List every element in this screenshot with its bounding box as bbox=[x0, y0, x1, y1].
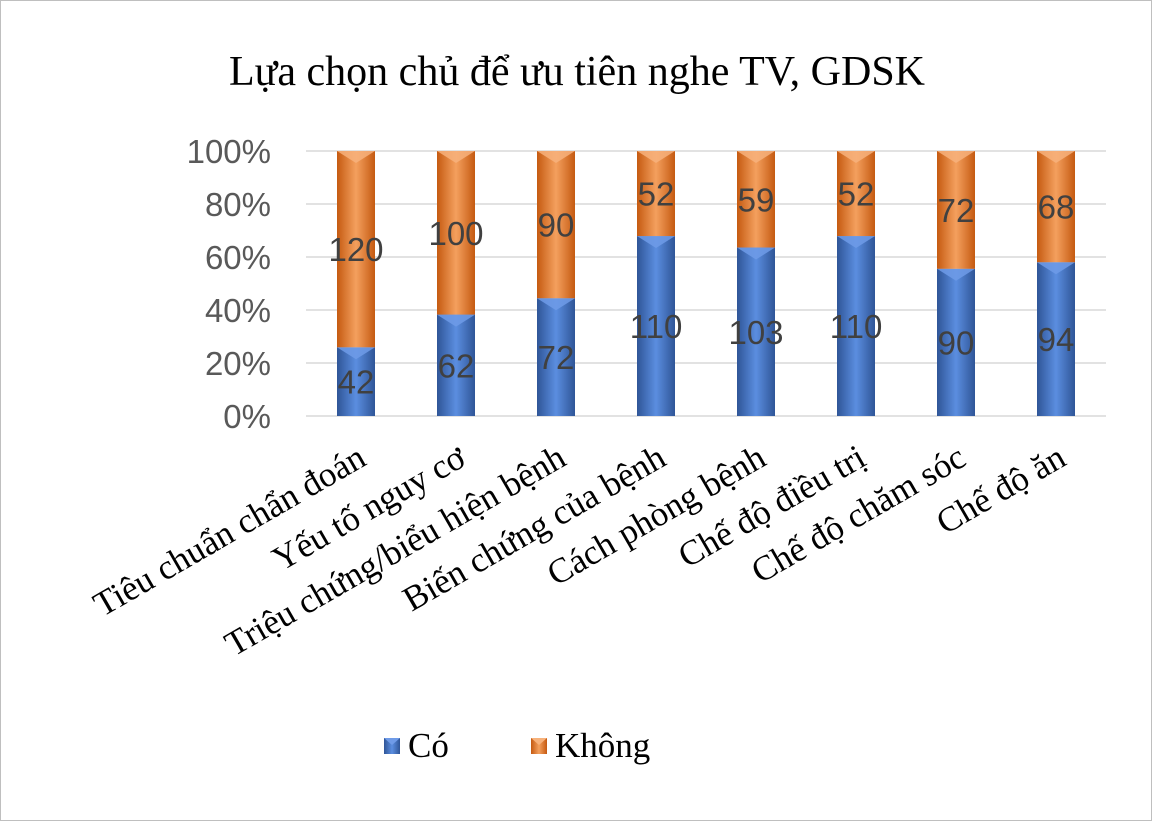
bar-segment bbox=[837, 236, 875, 416]
legend-label: Có bbox=[408, 726, 449, 765]
bar-segment bbox=[637, 236, 675, 416]
data-label: 52 bbox=[838, 176, 875, 213]
y-tick-label: 100% bbox=[187, 133, 271, 170]
y-tick-label: 80% bbox=[205, 186, 271, 223]
bar-bevel bbox=[837, 236, 875, 249]
gridlines bbox=[306, 150, 1106, 417]
bar-bevel bbox=[937, 151, 975, 163]
bar-segment bbox=[937, 268, 975, 416]
y-tick-label: 20% bbox=[205, 345, 271, 382]
bar-bevel bbox=[737, 151, 775, 163]
bar-bevel bbox=[637, 151, 675, 163]
bar-bevel bbox=[437, 151, 475, 163]
bar-bevel bbox=[1037, 151, 1075, 163]
legend-label: Không bbox=[555, 726, 650, 765]
bar-segment bbox=[737, 151, 775, 248]
data-label: 90 bbox=[938, 324, 975, 361]
data-label: 72 bbox=[938, 192, 975, 229]
chart-title: Lựa chọn chủ để ưu tiên nghe TV, GDSK bbox=[229, 49, 925, 95]
bar-segment bbox=[537, 298, 575, 416]
data-label: 42 bbox=[338, 364, 375, 401]
bar-segment bbox=[837, 151, 875, 237]
y-tick-label: 0% bbox=[223, 398, 271, 435]
bar-bevel bbox=[837, 151, 875, 163]
y-tick-label: 40% bbox=[205, 292, 271, 329]
bar-segment bbox=[1037, 262, 1075, 416]
bar-segment bbox=[437, 151, 475, 315]
legend: Có Không bbox=[384, 726, 650, 765]
data-label: 110 bbox=[830, 308, 883, 345]
bar-segment bbox=[1037, 151, 1075, 263]
legend-swatch bbox=[531, 738, 547, 754]
legend-swatch-bevel bbox=[531, 738, 547, 745]
data-label: 110 bbox=[630, 308, 683, 345]
bars bbox=[337, 151, 1075, 416]
data-label: 103 bbox=[728, 314, 783, 351]
data-label: 90 bbox=[538, 207, 575, 244]
bar-segment bbox=[437, 314, 475, 416]
bar-bevel bbox=[337, 151, 375, 163]
bar-bevel bbox=[937, 268, 975, 281]
data-label: 59 bbox=[738, 181, 775, 218]
bar-segment bbox=[537, 151, 575, 299]
bar-bevel bbox=[537, 151, 575, 163]
y-tick-label: 60% bbox=[205, 239, 271, 276]
bar-segment bbox=[637, 151, 675, 237]
legend-swatch-bevel bbox=[384, 738, 400, 745]
data-label: 120 bbox=[328, 231, 383, 268]
bar-segment bbox=[737, 247, 775, 416]
bar-bevel bbox=[1037, 262, 1075, 275]
bar-bevel bbox=[337, 347, 375, 360]
bar-bevel bbox=[437, 314, 475, 327]
bar-bevel bbox=[537, 298, 575, 311]
bar-segment bbox=[937, 151, 975, 269]
data-label: 100 bbox=[428, 215, 483, 252]
bar-bevel bbox=[637, 236, 675, 249]
y-axis-ticks: 0% 20% 40% 60% 80% 100% bbox=[187, 133, 271, 435]
data-label: 62 bbox=[438, 347, 475, 384]
legend-swatch bbox=[384, 738, 400, 754]
data-labels: 42 120 62 100 72 90 110 52 103 59 110 52 90 72 94 68 bbox=[328, 176, 1074, 401]
bar-segment bbox=[337, 151, 375, 348]
data-label: 94 bbox=[1038, 321, 1075, 358]
data-label: 68 bbox=[1038, 189, 1075, 226]
data-label: 72 bbox=[538, 339, 575, 376]
bar-bevel bbox=[737, 247, 775, 260]
data-label: 52 bbox=[638, 176, 675, 213]
